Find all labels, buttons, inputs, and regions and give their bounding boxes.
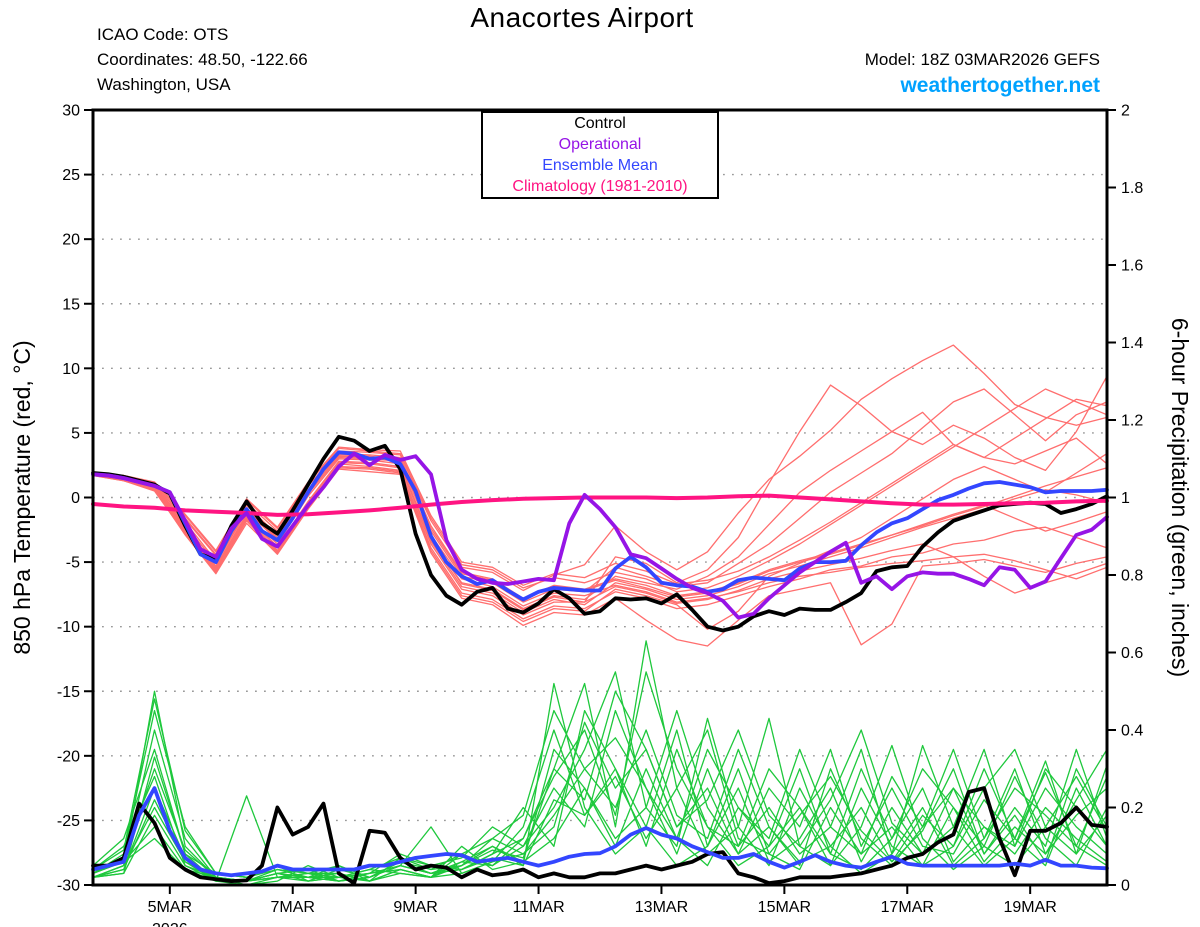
ensemble-member-precip-13 (92, 729, 1108, 882)
mean-temp-line (91, 450, 1109, 602)
right-tick-label-1: 1 (1121, 490, 1130, 507)
left-tick-label-10: 10 (62, 361, 80, 378)
left-tick-label--10: -10 (57, 619, 80, 636)
right-tick-label-2: 2 (1121, 103, 1130, 120)
left-tick-label-5: 5 (71, 425, 80, 442)
ensemble-member-temp-3 (92, 384, 1108, 616)
ensemble-member-precip-12 (92, 698, 1108, 882)
left-tick-label-15: 15 (62, 296, 80, 313)
x-tick-label-17MAR: 17MAR (881, 899, 934, 916)
x-tick-label-15MAR: 15MAR (758, 899, 811, 916)
site-link[interactable]: weathertogether.net (900, 74, 1100, 97)
ensemble-member-precip-4 (92, 721, 1108, 882)
ensemble-member-precip-3 (92, 671, 1108, 882)
control-precip-line (91, 786, 1109, 885)
left-tick-label--25: -25 (57, 813, 80, 830)
right-tick-label-1.2: 1.2 (1121, 413, 1143, 430)
legend-item-operational: Operational (558, 136, 642, 153)
ensemble-member-precip-14 (92, 690, 1108, 882)
left-tick-label-25: 25 (62, 167, 80, 184)
chart-legend: Control Operational Ensemble Mean Climat… (481, 111, 719, 199)
right-tick-label-1.4: 1.4 (1121, 335, 1143, 352)
ensemble-member-precip-2 (92, 640, 1108, 882)
x-tick-label-9MAR: 9MAR (393, 899, 437, 916)
left-tick-label--5: -5 (66, 555, 80, 572)
legend-item-control: Control (574, 115, 626, 132)
right-tick-label-0.8: 0.8 (1121, 568, 1143, 585)
x-tick-label-13MAR: 13MAR (635, 899, 688, 916)
left-tick-label-30: 30 (62, 103, 80, 120)
station-region: Washington, USA (97, 75, 231, 94)
right-axis-title: 6-hour Precipitation (green, inches) (1167, 318, 1193, 677)
station-info: ICAO Code: OTS Coordinates: 48.50, -122.… (97, 22, 308, 97)
left-axis-title: 850 hPa Temperature (red, °C) (9, 340, 35, 654)
left-tick-label--15: -15 (57, 684, 80, 701)
right-tick-label-1.8: 1.8 (1121, 180, 1143, 197)
model-run-label: Model: 18Z 03MAR2026 GEFS (864, 50, 1100, 69)
station-icao: ICAO Code: OTS (97, 25, 229, 44)
left-tick-label-0: 0 (71, 490, 80, 507)
left-tick-label--30: -30 (57, 878, 80, 895)
page-title: Anacortes Airport (470, 2, 694, 33)
ensemble-member-temp-5 (92, 388, 1108, 593)
mean-precip-line (91, 786, 1109, 878)
right-tick-label-0.4: 0.4 (1121, 723, 1143, 740)
x-tick-label-11MAR: 11MAR (512, 899, 564, 916)
ensemble-member-temp-1 (92, 344, 1108, 592)
station-coordinates: Coordinates: 48.50, -122.66 (97, 50, 308, 69)
right-tick-label-0: 0 (1121, 878, 1130, 895)
ensemble-member-temp-6 (92, 452, 1108, 630)
legend-item-ensemble-mean: Ensemble Mean (542, 157, 658, 174)
climatology-temp-line (91, 493, 1109, 517)
x-tick-label-5MAR: 5MAR (148, 899, 192, 916)
ensemble-member-temp-9 (92, 465, 1108, 620)
ensemble-member-precip-6 (92, 768, 1108, 886)
left-tick-label--20: -20 (57, 748, 80, 765)
x-tick-label-7MAR: 7MAR (271, 899, 315, 916)
right-tick-label-1.6: 1.6 (1121, 258, 1143, 275)
x-tick-label-19MAR: 19MAR (1004, 899, 1057, 916)
left-tick-label-20: 20 (62, 232, 80, 249)
operational-temp-line (91, 451, 1109, 620)
right-tick-label-0.2: 0.2 (1121, 800, 1143, 817)
right-tick-label-0.6: 0.6 (1121, 645, 1143, 662)
legend-item-climatology: Climatology (1981-2010) (512, 178, 688, 195)
x-tick-sublabel-2026: 2026 (152, 921, 188, 927)
control-temp-line (91, 434, 1109, 633)
